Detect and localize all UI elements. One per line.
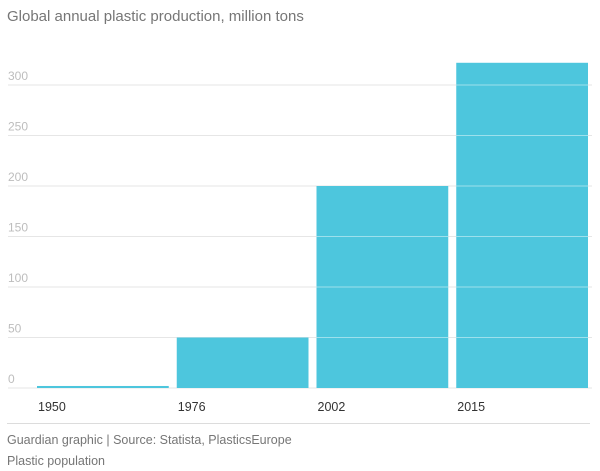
y-axis-ticks: 0 50 100 150 200 250 300 xyxy=(8,69,28,386)
footer-divider xyxy=(7,423,590,424)
bar-1976 xyxy=(176,337,309,388)
y-tick-label-0: 0 xyxy=(8,372,15,386)
y-tick-label-200: 200 xyxy=(8,170,28,184)
y-tick-label-300: 300 xyxy=(8,69,28,83)
y-tick-label-50: 50 xyxy=(8,322,22,336)
x-label-2002: 2002 xyxy=(318,400,346,414)
bars xyxy=(37,62,588,388)
bar-2015 xyxy=(456,62,588,388)
x-axis-labels: 1950 1976 2002 2015 xyxy=(38,400,485,414)
y-tick-label-250: 250 xyxy=(8,120,28,134)
bar-chart: 0 50 100 150 200 250 300 1950 1976 2002 2015 xyxy=(8,62,592,414)
x-label-1976: 1976 xyxy=(178,400,206,414)
source-note: Guardian graphic | Source: Statista, Pla… xyxy=(7,433,292,447)
bar-2002 xyxy=(316,186,449,388)
chart-caption: Plastic population xyxy=(7,454,105,468)
x-label-1950: 1950 xyxy=(38,400,66,414)
y-tick-label-150: 150 xyxy=(8,221,28,235)
bar-gridlines xyxy=(316,84,588,338)
y-tick-label-100: 100 xyxy=(8,271,28,285)
x-label-2015: 2015 xyxy=(457,400,485,414)
bar-1950 xyxy=(37,385,169,388)
chart-title: Global annual plastic production, millio… xyxy=(7,8,304,25)
